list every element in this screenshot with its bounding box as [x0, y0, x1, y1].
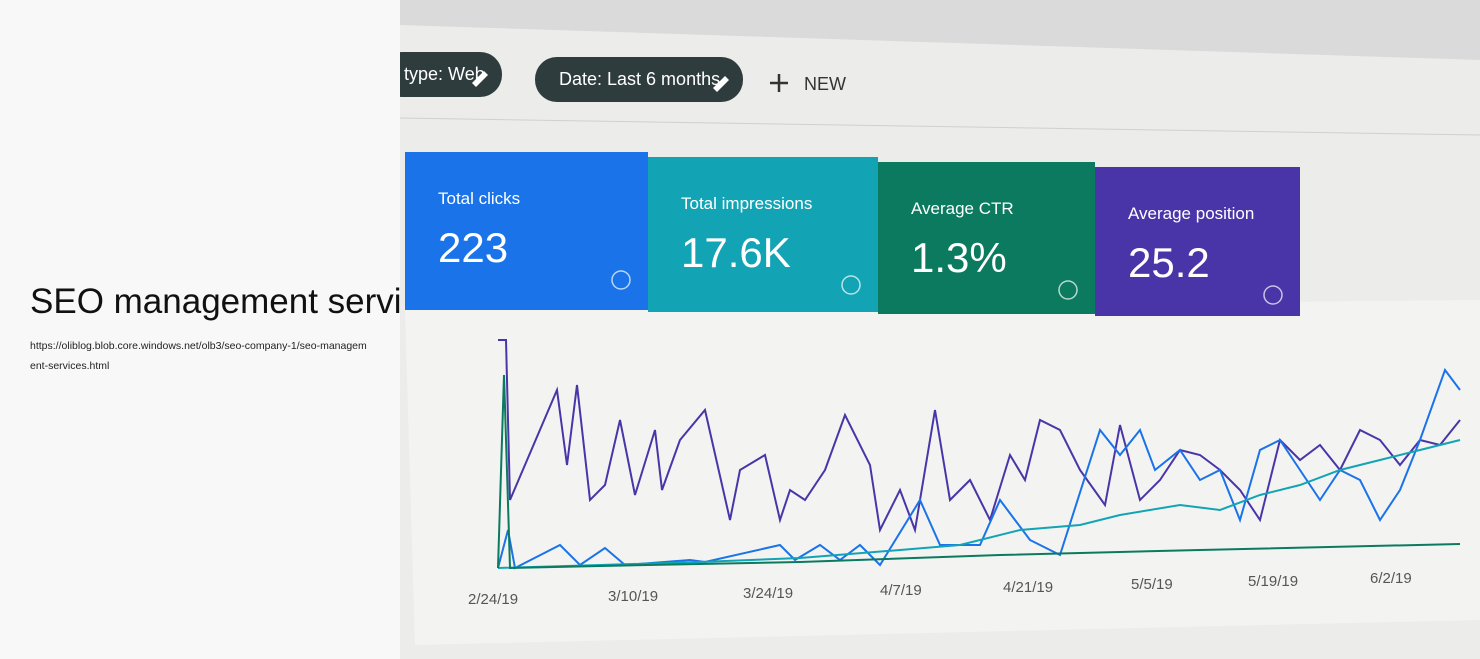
- photo: type: Web Date: Last 6 months NEW Total cl…: [400, 0, 1480, 659]
- x-tick-label: 3/10/19: [608, 588, 658, 605]
- plus-icon[interactable]: [770, 74, 788, 92]
- x-tick-label: 4/7/19: [880, 582, 922, 599]
- filter-chip[interactable]: [535, 57, 743, 102]
- chip-row: type: Web Date: Last 6 months NEW: [400, 52, 846, 102]
- help-icon[interactable]: [1058, 280, 1078, 300]
- chart-lines: [497, 339, 1461, 570]
- x-tick-label: 6/2/19: [1370, 570, 1412, 587]
- help-icon[interactable]: [841, 275, 861, 295]
- article-url[interactable]: https://oliblog.blob.core.windows.net/ol…: [30, 340, 367, 372]
- chart-panel: [405, 300, 1480, 645]
- edit-icon: [713, 76, 729, 92]
- ctr-line: [497, 374, 1461, 570]
- help-icon[interactable]: [1263, 285, 1283, 305]
- chip-label[interactable]: NEW: [804, 74, 846, 94]
- x-tick-label: 4/21/19: [1003, 579, 1053, 596]
- chip-label: type: Web: [404, 64, 485, 84]
- card-value: 17.6K: [681, 229, 791, 276]
- card-value: 1.3%: [911, 234, 1007, 281]
- card-value: 25.2: [1128, 239, 1210, 286]
- divider: [400, 117, 1480, 136]
- article-header: SEO management services https://oliblog.…: [30, 282, 590, 376]
- x-tick-label: 5/5/19: [1131, 576, 1173, 593]
- metric-card[interactable]: [405, 152, 648, 310]
- article-title: SEO management services: [30, 282, 457, 321]
- metric-card[interactable]: [1095, 167, 1300, 316]
- x-tick-label: 5/19/19: [1248, 573, 1298, 590]
- impressions-line: [497, 439, 1461, 569]
- x-tick-label: 2/24/19: [468, 591, 518, 608]
- card-label: Average position: [1128, 204, 1254, 223]
- metric-card[interactable]: [648, 157, 878, 312]
- x-axis: 2/24/19 3/10/19 3/24/19 4/7/19 4/21/19 5/5/19…: [468, 570, 1412, 608]
- card-value: 223: [438, 224, 508, 271]
- x-tick-label: 3/24/19: [743, 585, 793, 602]
- card-label: Total impressions: [681, 194, 812, 213]
- help-icon[interactable]: [611, 270, 631, 290]
- chip-label: Date: Last 6 months: [559, 69, 720, 89]
- edit-icon: [472, 71, 488, 87]
- card-label: Total clicks: [438, 189, 520, 208]
- card-label: Average CTR: [911, 199, 1014, 218]
- card-row: Total clicks 223 Total impressions 17.6K Ave…: [405, 152, 1300, 316]
